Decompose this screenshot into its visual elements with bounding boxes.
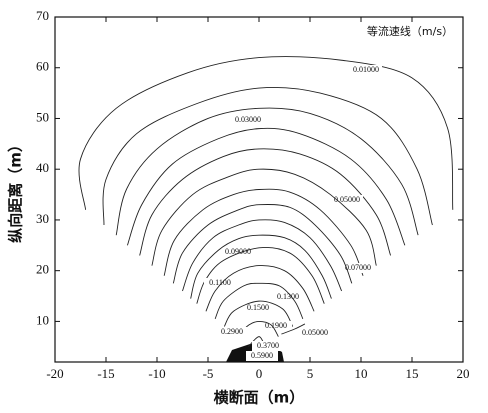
contour-label: 0.1900 — [265, 321, 287, 330]
x-tick-label: 10 — [355, 366, 368, 381]
contour-label: 0.05000 — [302, 328, 328, 337]
contour-line — [281, 323, 306, 335]
y-tick-label: 10 — [36, 312, 49, 327]
contour-label-bg — [299, 328, 331, 338]
x-tick-label: -20 — [46, 366, 63, 381]
x-tick-label: -5 — [203, 366, 214, 381]
contour-label: 0.03000 — [235, 115, 261, 124]
contour-label-bg — [246, 351, 278, 361]
y-tick-label: 20 — [36, 262, 49, 277]
x-tick-label: 20 — [457, 366, 470, 381]
x-tick-label: 0 — [256, 366, 263, 381]
contour-line — [172, 203, 353, 284]
y-tick-label: 50 — [36, 109, 49, 124]
contour-label: 0.1300 — [277, 292, 299, 301]
contour-label-bg — [204, 278, 236, 288]
contour-line — [182, 219, 343, 292]
contour-label-bg — [342, 263, 374, 273]
y-tick-label: 30 — [36, 211, 49, 226]
contour-line — [196, 246, 325, 304]
y-tick-label: 40 — [36, 160, 49, 175]
contour-line — [115, 107, 419, 236]
x-tick-label: -15 — [97, 366, 114, 381]
y-tick-label: 60 — [36, 59, 49, 74]
contour-label: 0.07000 — [345, 263, 371, 272]
contour-label-bg — [222, 247, 254, 257]
contour-line — [151, 168, 377, 266]
contour-line — [139, 148, 392, 256]
contour-line — [205, 265, 315, 312]
contour-line — [214, 282, 304, 320]
x-axis-title: 横断面（m） — [214, 389, 305, 407]
contour-label: 0.09000 — [225, 247, 251, 256]
annotation: 等流速线（m/s） — [367, 24, 453, 38]
contour-label: 0.1100 — [209, 278, 231, 287]
contour-label: 0.2900 — [221, 327, 243, 336]
contour-line — [190, 234, 332, 299]
y-axis-title: 纵向距离（m） — [7, 137, 25, 243]
contour-label-bg — [331, 195, 363, 205]
contour-label: 0.1500 — [247, 303, 269, 312]
contour-label-bg — [260, 321, 292, 331]
contour-label-bg — [242, 303, 274, 313]
contour-label-bg — [350, 65, 382, 75]
y-tick-label: 70 — [36, 8, 49, 23]
contour-label: 0.05000 — [334, 195, 360, 204]
contour-label-bg — [252, 341, 284, 351]
contour-label: 0.3700 — [257, 341, 279, 350]
x-tick-label: 15 — [406, 366, 419, 381]
x-tick-label: 5 — [307, 366, 314, 381]
contour-label-bg — [272, 292, 304, 302]
contour-line — [126, 127, 406, 246]
contour-label-bg — [232, 115, 264, 125]
contour-label: 0.5900 — [251, 351, 273, 360]
contour-label: 0.01000 — [353, 65, 379, 74]
x-tick-label: -10 — [148, 366, 165, 381]
contour-line — [78, 56, 454, 210]
contour-line — [163, 188, 364, 276]
contour-line — [223, 300, 294, 327]
contour-line — [102, 86, 433, 226]
contour-label-bg — [216, 327, 248, 337]
